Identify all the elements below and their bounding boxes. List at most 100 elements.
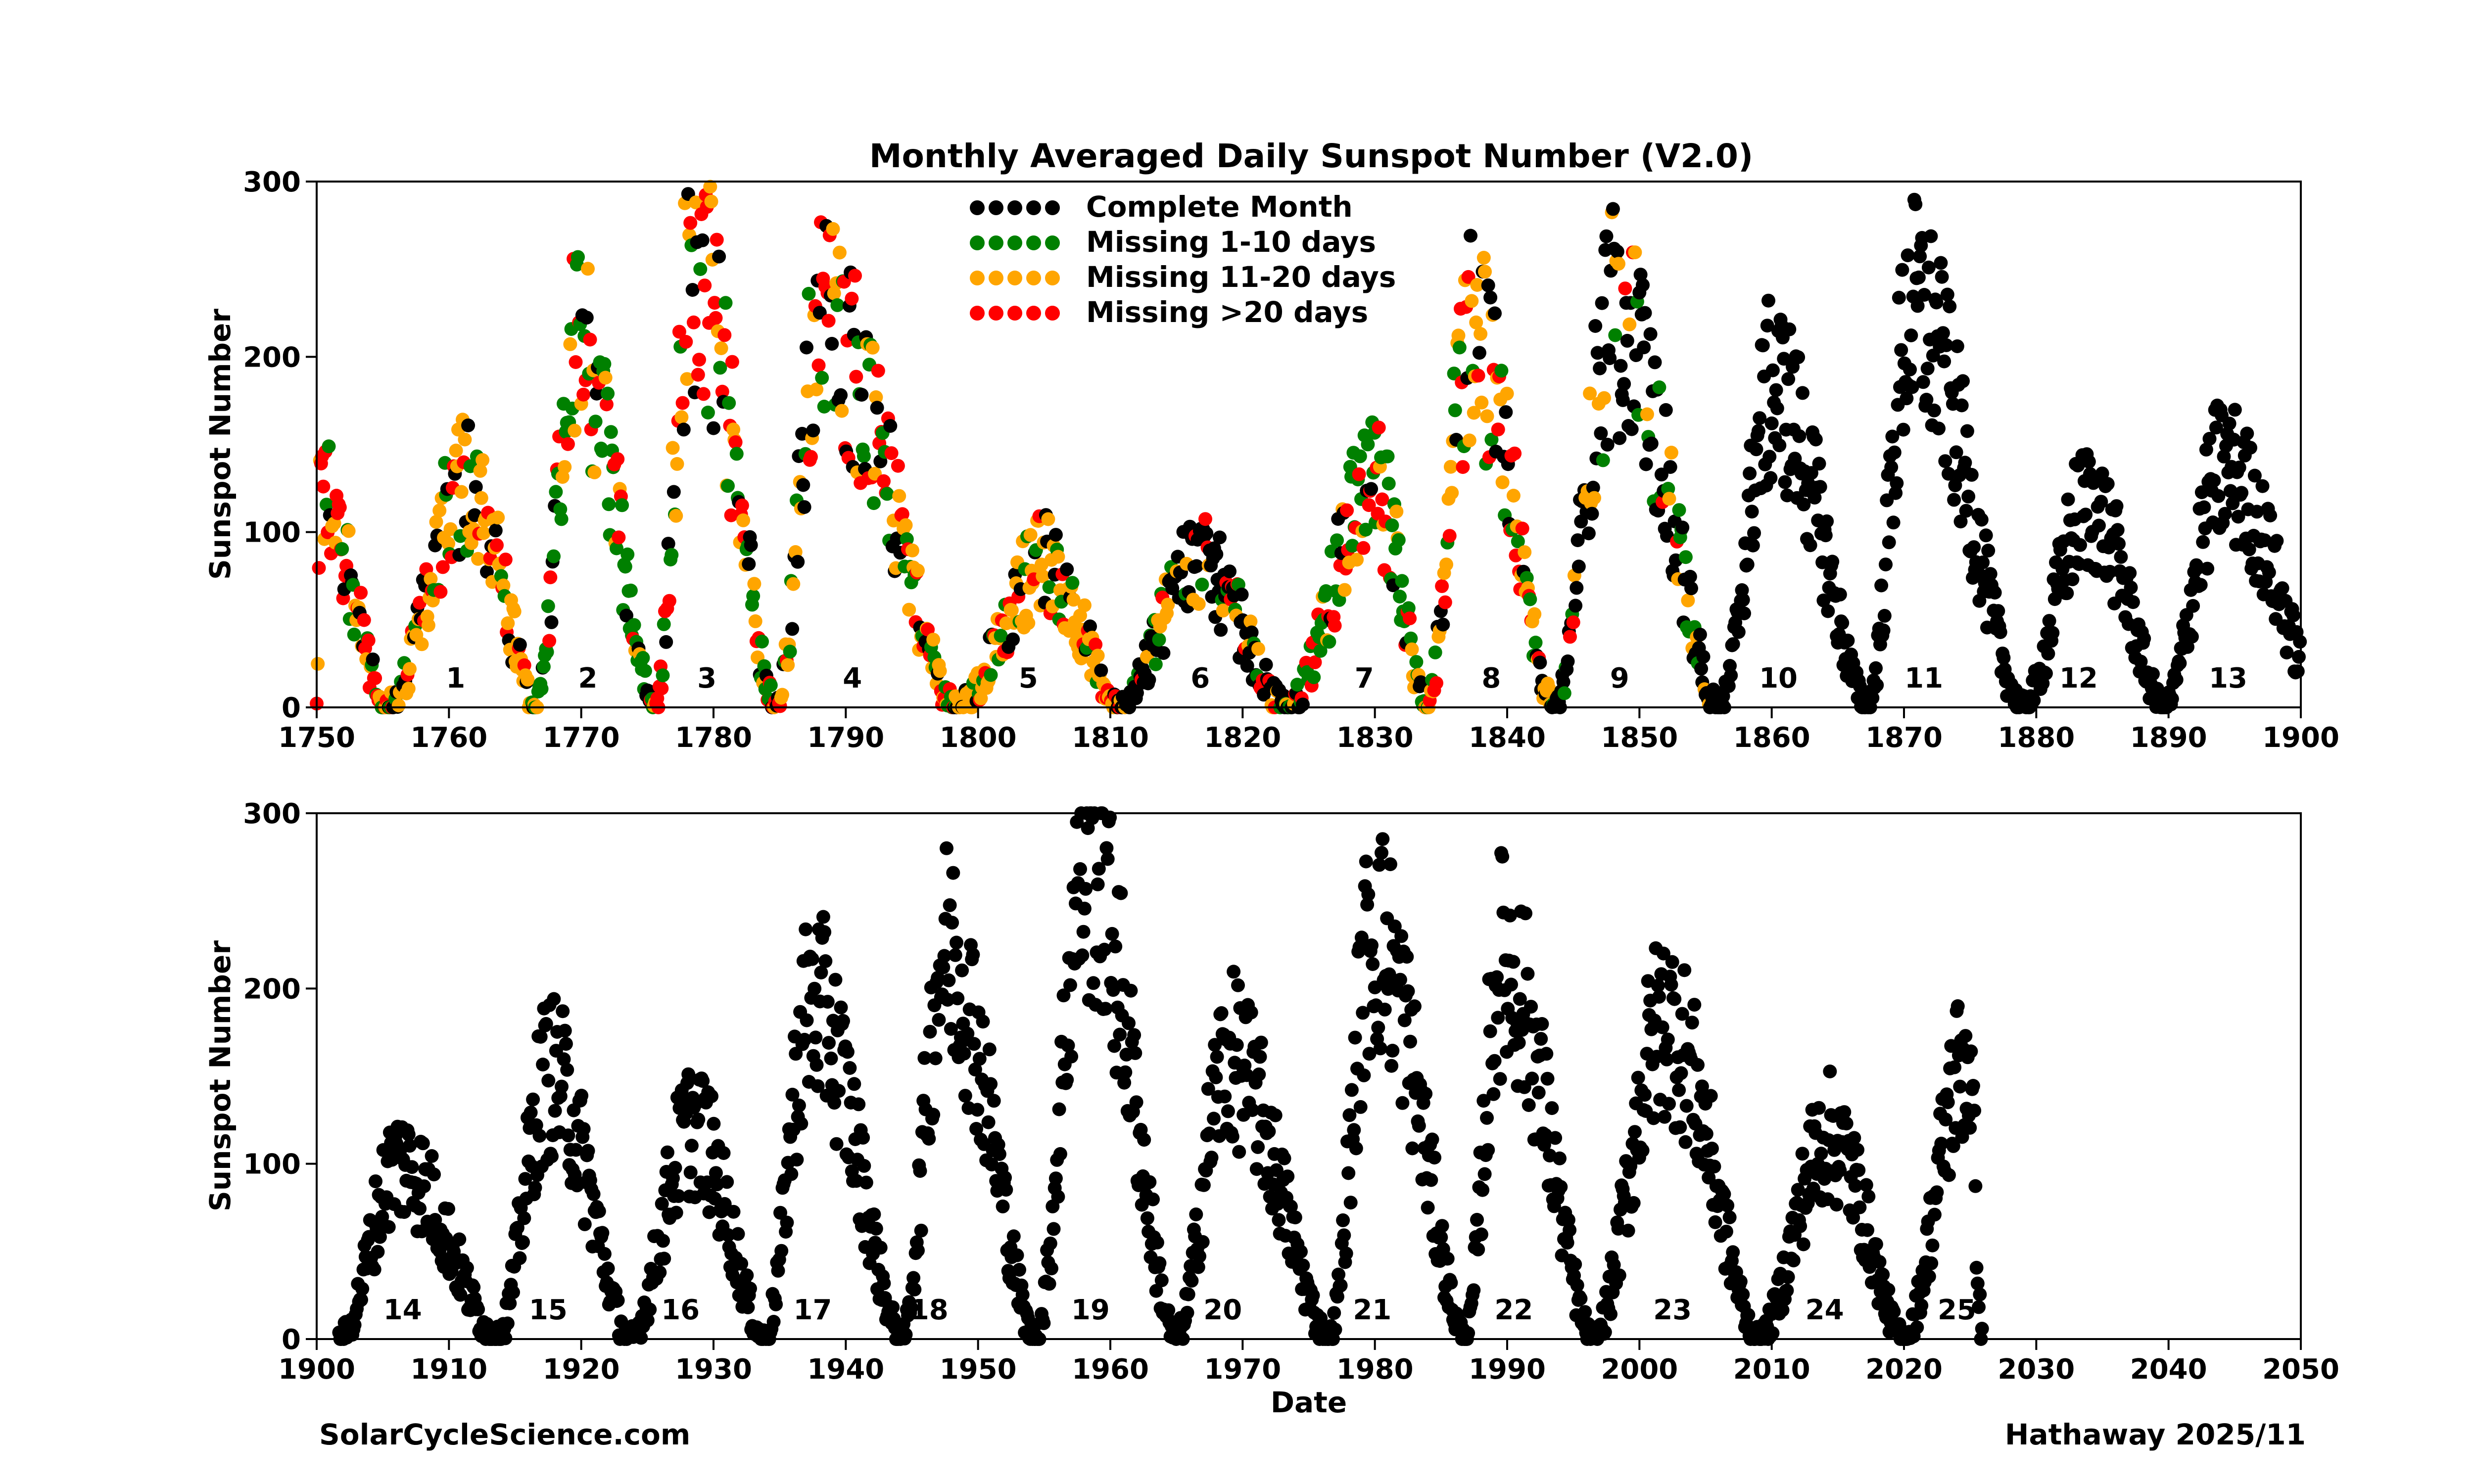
- data-point: [401, 682, 416, 696]
- x-tick-label: 1850: [1601, 722, 1678, 754]
- top-plot-frame: [316, 181, 2302, 708]
- data-point: [1879, 557, 1893, 572]
- data-point: [815, 371, 829, 385]
- data-point: [1481, 278, 1495, 292]
- data-point: [1400, 950, 1414, 964]
- data-point: [1061, 1038, 1075, 1053]
- data-point: [557, 1052, 571, 1067]
- data-point: [1949, 445, 1963, 460]
- data-point: [2185, 630, 2199, 644]
- data-point: [604, 425, 618, 439]
- data-point: [1405, 1141, 1420, 1156]
- data-point: [312, 561, 326, 575]
- data-point: [1467, 1283, 1481, 1298]
- legend-marker: [1007, 200, 1022, 215]
- data-point: [1887, 1304, 1901, 1319]
- data-point: [1252, 1067, 1266, 1081]
- data-point: [1911, 270, 1926, 284]
- data-point: [586, 1187, 601, 1201]
- data-point: [1646, 1111, 1661, 1125]
- data-point: [1631, 1070, 1645, 1085]
- data-point: [1199, 526, 1214, 541]
- data-point: [1966, 1079, 1980, 1093]
- data-point: [1936, 326, 1950, 340]
- data-point: [1296, 1258, 1310, 1273]
- data-point: [984, 668, 998, 682]
- data-point: [1508, 446, 1522, 461]
- data-point: [1781, 1270, 1795, 1284]
- data-point: [1052, 1102, 1066, 1116]
- data-point: [1244, 1005, 1258, 1020]
- x-tick-label: 1800: [940, 722, 1017, 754]
- data-point: [1353, 449, 1367, 464]
- data-point: [1208, 1038, 1222, 1052]
- data-point: [676, 422, 691, 437]
- legend-marker: [1026, 271, 1041, 285]
- data-point: [1988, 586, 2002, 600]
- data-point: [1791, 350, 1806, 365]
- data-point: [1395, 574, 1409, 588]
- data-point: [1409, 655, 1424, 669]
- data-point: [708, 296, 722, 310]
- data-point: [1795, 1147, 1809, 1161]
- data-point: [895, 507, 909, 521]
- data-point: [619, 608, 633, 623]
- x-tick-label: 2010: [1733, 1353, 1810, 1386]
- data-point: [1180, 1305, 1194, 1320]
- data-point: [1846, 1210, 1860, 1225]
- data-point: [488, 523, 503, 538]
- data-point: [1393, 973, 1407, 987]
- cycle-label-7: 7: [1355, 662, 1374, 695]
- data-point: [1503, 908, 1517, 923]
- data-point: [1344, 1083, 1359, 1097]
- data-point: [1617, 377, 1631, 391]
- data-point: [1812, 457, 1826, 471]
- data-point: [1294, 1245, 1308, 1259]
- data-point: [1077, 901, 1092, 916]
- data-point: [1092, 862, 1106, 876]
- data-point: [1308, 655, 1322, 669]
- data-point: [2207, 473, 2221, 488]
- data-point: [441, 1202, 455, 1216]
- x-tick-label: 1940: [807, 1353, 884, 1386]
- legend-marker: [1026, 235, 1041, 250]
- data-point: [917, 1051, 932, 1065]
- data-point: [1429, 676, 1443, 690]
- data-point: [1225, 1129, 1239, 1144]
- y-tick-label: 100: [243, 517, 301, 549]
- data-point: [695, 233, 710, 247]
- legend-entry: Missing 1-10 days: [970, 225, 1376, 259]
- data-point: [1639, 457, 1653, 471]
- data-point: [710, 232, 724, 247]
- data-point: [1513, 992, 1527, 1006]
- data-point: [817, 400, 831, 414]
- data-point: [1254, 1035, 1268, 1050]
- data-point: [685, 283, 700, 297]
- data-point: [1916, 375, 1930, 389]
- data-point: [950, 935, 963, 950]
- data-point: [1442, 529, 1457, 543]
- data-point: [1585, 507, 1599, 521]
- data-point: [1927, 1207, 1942, 1222]
- x-tick-label: 1910: [410, 1353, 487, 1386]
- data-point: [1812, 1101, 1826, 1115]
- data-point: [659, 635, 673, 649]
- data-point: [1624, 422, 1639, 436]
- data-point: [1674, 1066, 1688, 1080]
- data-point: [1930, 1185, 1944, 1200]
- data-point: [1707, 1159, 1721, 1174]
- data-point: [1869, 661, 1883, 675]
- data-point: [587, 465, 602, 479]
- data-point: [555, 1079, 569, 1094]
- data-point: [1272, 1213, 1286, 1227]
- data-point: [1556, 675, 1570, 689]
- x-tick-label: 1790: [807, 722, 884, 754]
- data-point: [1191, 597, 1206, 611]
- data-point: [1378, 1002, 1392, 1017]
- data-point: [1953, 514, 1968, 529]
- data-point: [1336, 1213, 1350, 1227]
- data-point: [1664, 446, 1678, 460]
- data-point: [945, 916, 959, 930]
- data-point: [1515, 521, 1529, 536]
